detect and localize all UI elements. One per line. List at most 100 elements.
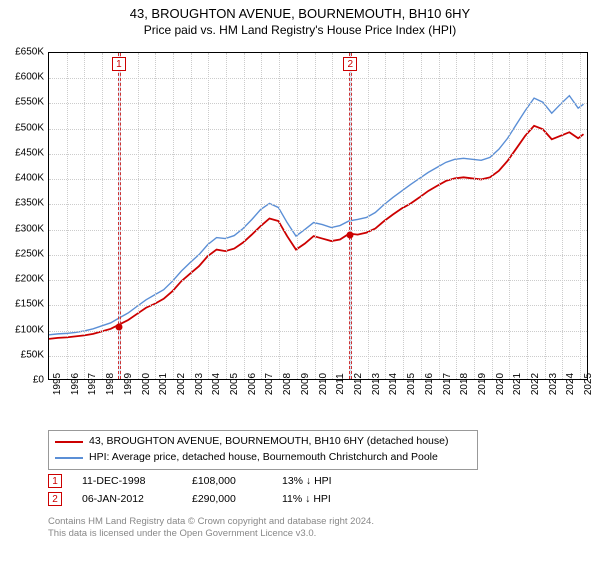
x-tick-label: 2016 [424,373,435,395]
gridline-v [509,53,510,379]
legend-label: 43, BROUGHTON AVENUE, BOURNEMOUTH, BH10 … [89,434,448,450]
x-tick-label: 1998 [105,373,116,395]
y-tick-label: £450K [0,147,44,158]
x-tick-label: 2015 [406,373,417,395]
x-tick-label: 2009 [300,373,311,395]
x-tick-label: 2013 [371,373,382,395]
gridline-v [492,53,493,379]
gridline-v [208,53,209,379]
gridline-v [368,53,369,379]
gridline-h [49,179,587,180]
gridline-v [332,53,333,379]
x-tick-label: 2025 [583,373,594,395]
gridline-v [403,53,404,379]
gridline-v [226,53,227,379]
footnote: Contains HM Land Registry data © Crown c… [48,516,374,541]
gridline-v [315,53,316,379]
x-tick-label: 2024 [565,373,576,395]
gridline-v [173,53,174,379]
sale-index: 2 [48,492,62,506]
gridline-v [261,53,262,379]
x-tick-label: 1995 [52,373,63,395]
gridline-h [49,129,587,130]
legend: 43, BROUGHTON AVENUE, BOURNEMOUTH, BH10 … [48,430,478,470]
x-tick-label: 2003 [194,373,205,395]
sale-band [118,53,121,379]
gridline-v [580,53,581,379]
y-tick-label: £50K [0,349,44,360]
x-tick-label: 2008 [282,373,293,395]
x-tick-label: 2007 [264,373,275,395]
sale-price: £290,000 [192,493,262,505]
sale-band-label: 2 [343,57,357,71]
x-tick-label: 1996 [70,373,81,395]
y-tick-label: £0 [0,375,44,386]
chart-subtitle: Price paid vs. HM Land Registry's House … [0,23,600,37]
gridline-v [439,53,440,379]
x-tick-label: 1999 [123,373,134,395]
series-subject [49,126,584,339]
legend-row: HPI: Average price, detached house, Bour… [55,450,471,466]
gridline-h [49,331,587,332]
x-tick-label: 2023 [548,373,559,395]
sale-band-label: 1 [112,57,126,71]
y-tick-label: £200K [0,274,44,285]
legend-row: 43, BROUGHTON AVENUE, BOURNEMOUTH, BH10 … [55,434,471,450]
gridline-v [297,53,298,379]
x-tick-label: 2022 [530,373,541,395]
plot-area: 12 [48,52,588,380]
sale-index: 1 [48,474,62,488]
x-tick-label: 1997 [87,373,98,395]
y-tick-label: £500K [0,122,44,133]
sale-price: £108,000 [192,475,262,487]
gridline-v [456,53,457,379]
gridline-v [138,53,139,379]
y-tick-label: £600K [0,72,44,83]
y-tick-label: £250K [0,248,44,259]
sales-table: 111-DEC-1998£108,00013% ↓ HPI206-JAN-201… [48,472,372,508]
x-tick-label: 2011 [335,373,346,395]
x-tick-label: 2001 [158,373,169,395]
gridline-h [49,356,587,357]
gridline-v [562,53,563,379]
sale-delta: 11% ↓ HPI [282,493,372,505]
chart: 12 £0£50K£100K£150K£200K£250K£300K£350K£… [0,48,600,428]
gridline-h [49,255,587,256]
y-tick-label: £100K [0,324,44,335]
x-tick-label: 2017 [442,373,453,395]
x-tick-label: 2006 [247,373,258,395]
x-tick-label: 2010 [318,373,329,395]
y-tick-label: £150K [0,299,44,310]
x-tick-label: 2004 [211,373,222,395]
chart-title: 43, BROUGHTON AVENUE, BOURNEMOUTH, BH10 … [0,6,600,21]
gridline-v [67,53,68,379]
gridline-v [385,53,386,379]
gridline-h [49,305,587,306]
x-tick-label: 2000 [141,373,152,395]
gridline-h [49,78,587,79]
gridline-h [49,154,587,155]
x-tick-label: 2005 [229,373,240,395]
gridline-v [84,53,85,379]
sale-band [349,53,352,379]
gridline-h [49,230,587,231]
y-tick-label: £300K [0,223,44,234]
sale-marker [347,231,354,238]
gridline-v [279,53,280,379]
gridline-h [49,204,587,205]
gridline-h [49,280,587,281]
series-hpi [49,96,584,335]
footnote-line-2: This data is licensed under the Open Gov… [48,528,374,540]
sale-date: 06-JAN-2012 [82,493,172,505]
sale-row: 2 06-JAN-2012 £290,000 11% ↓ HPI [48,490,372,508]
x-tick-label: 2019 [477,373,488,395]
legend-swatch [55,457,83,459]
x-tick-label: 2020 [495,373,506,395]
x-tick-label: 2002 [176,373,187,395]
y-tick-label: £650K [0,47,44,58]
legend-swatch [55,441,83,443]
gridline-v [102,53,103,379]
gridline-v [155,53,156,379]
sale-row: 111-DEC-1998£108,00013% ↓ HPI [48,472,372,490]
y-tick-label: £550K [0,97,44,108]
